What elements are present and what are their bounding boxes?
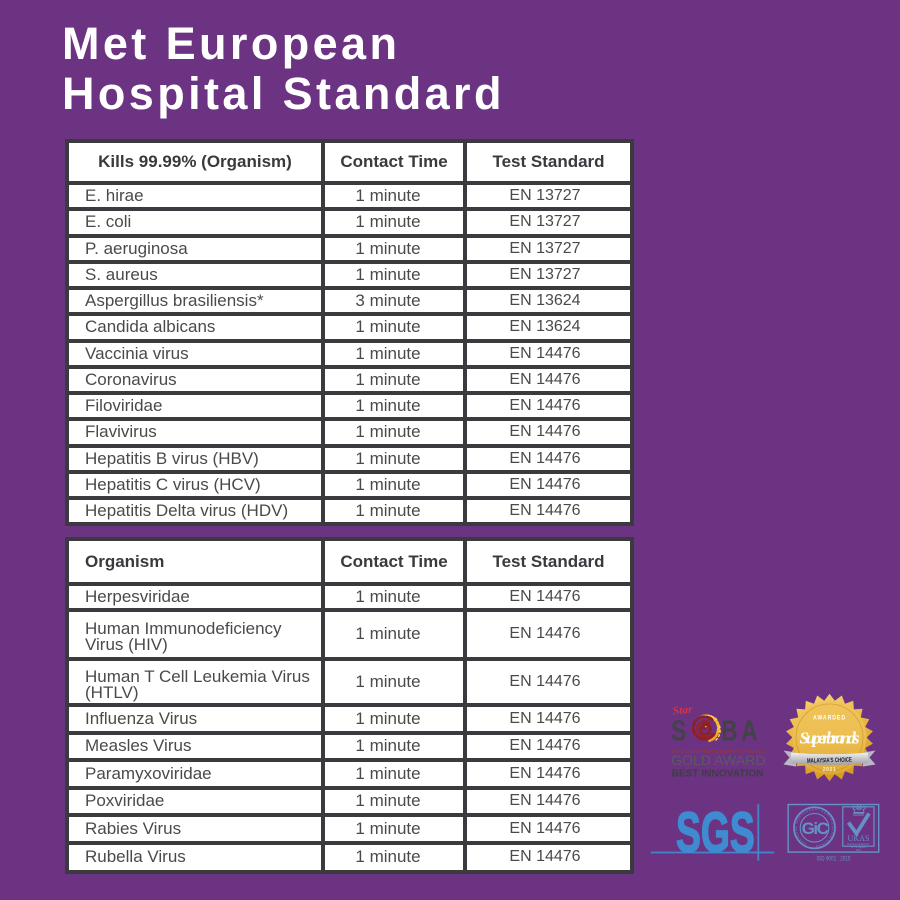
svg-text:MANAGEMENT: MANAGEMENT	[847, 842, 870, 846]
svg-text:SGS: SGS	[676, 802, 755, 865]
svg-text:SYSTEMS: SYSTEMS	[851, 845, 866, 849]
svg-text:MALAYSIA'S CHOICE: MALAYSIA'S CHOICE	[807, 757, 853, 765]
svg-text:UKAS: UKAS	[848, 833, 870, 843]
svg-text:ISO 9001 : 2015: ISO 9001 : 2015	[817, 855, 851, 862]
svg-text:STAR OUTSTANDING BUSINESS AWAR: STAR OUTSTANDING BUSINESS AWARDS	[672, 749, 765, 754]
svg-text:GOLD AWARD: GOLD AWARD	[671, 753, 766, 768]
svg-text:GiC: GiC	[802, 819, 829, 838]
svg-text:BEST INNOVATION: BEST INNOVATION	[672, 768, 764, 780]
svg-text:Star: Star	[672, 704, 693, 718]
svg-text:BA: BA	[721, 714, 761, 747]
svg-text:AWARDED: AWARDED	[813, 715, 846, 722]
svg-text:Superbrands: Superbrands	[800, 729, 860, 748]
svg-text:2021: 2021	[823, 767, 837, 773]
svg-text:S: S	[671, 714, 686, 747]
svg-text:045: 045	[856, 848, 861, 852]
